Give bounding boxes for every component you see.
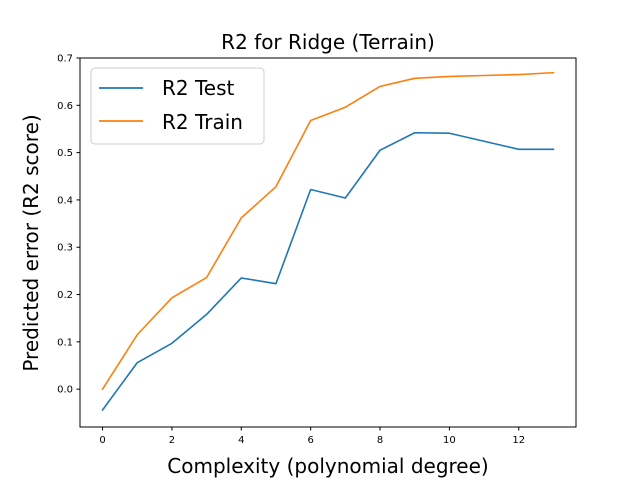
y-axis-ticks: 0.0 0.1 0.2 0.3 0.4 0.5 0.6 0.7 <box>57 54 80 396</box>
x-tick-label: 4 <box>238 435 244 446</box>
x-axis-label: Complexity (polynomial degree) <box>167 454 488 478</box>
x-tick-label: 10 <box>443 435 456 446</box>
y-tick-label: 0.4 <box>57 195 73 206</box>
y-tick-label: 0.5 <box>57 148 73 159</box>
y-tick-label: 0.2 <box>57 290 73 301</box>
y-tick-label: 0.3 <box>57 243 73 254</box>
legend: R2 Test R2 Train <box>90 67 265 145</box>
x-tick-label: 12 <box>512 435 525 446</box>
chart-title: R2 for Ridge (Terrain) <box>221 30 435 54</box>
x-tick-label: 6 <box>307 435 313 446</box>
x-axis-ticks: 0 2 4 6 8 10 12 <box>99 427 525 446</box>
y-tick-label: 0.0 <box>57 385 73 396</box>
x-tick-label: 0 <box>99 435 105 446</box>
series-line-r2-train <box>101 71 555 391</box>
y-tick-label: 0.1 <box>57 337 73 348</box>
legend-frame <box>90 67 265 145</box>
y-axis-label: Predicted error (R2 score) <box>19 114 43 371</box>
y-tick-label: 0.7 <box>57 54 73 65</box>
series-layer <box>101 71 555 412</box>
x-tick-label: 8 <box>377 435 383 446</box>
series-line-r2-test <box>101 131 555 412</box>
x-tick-label: 2 <box>169 435 175 446</box>
legend-label-r2-train: R2 Train <box>162 110 243 134</box>
y-tick-label: 0.6 <box>57 101 73 112</box>
legend-label-r2-test: R2 Test <box>162 76 235 100</box>
